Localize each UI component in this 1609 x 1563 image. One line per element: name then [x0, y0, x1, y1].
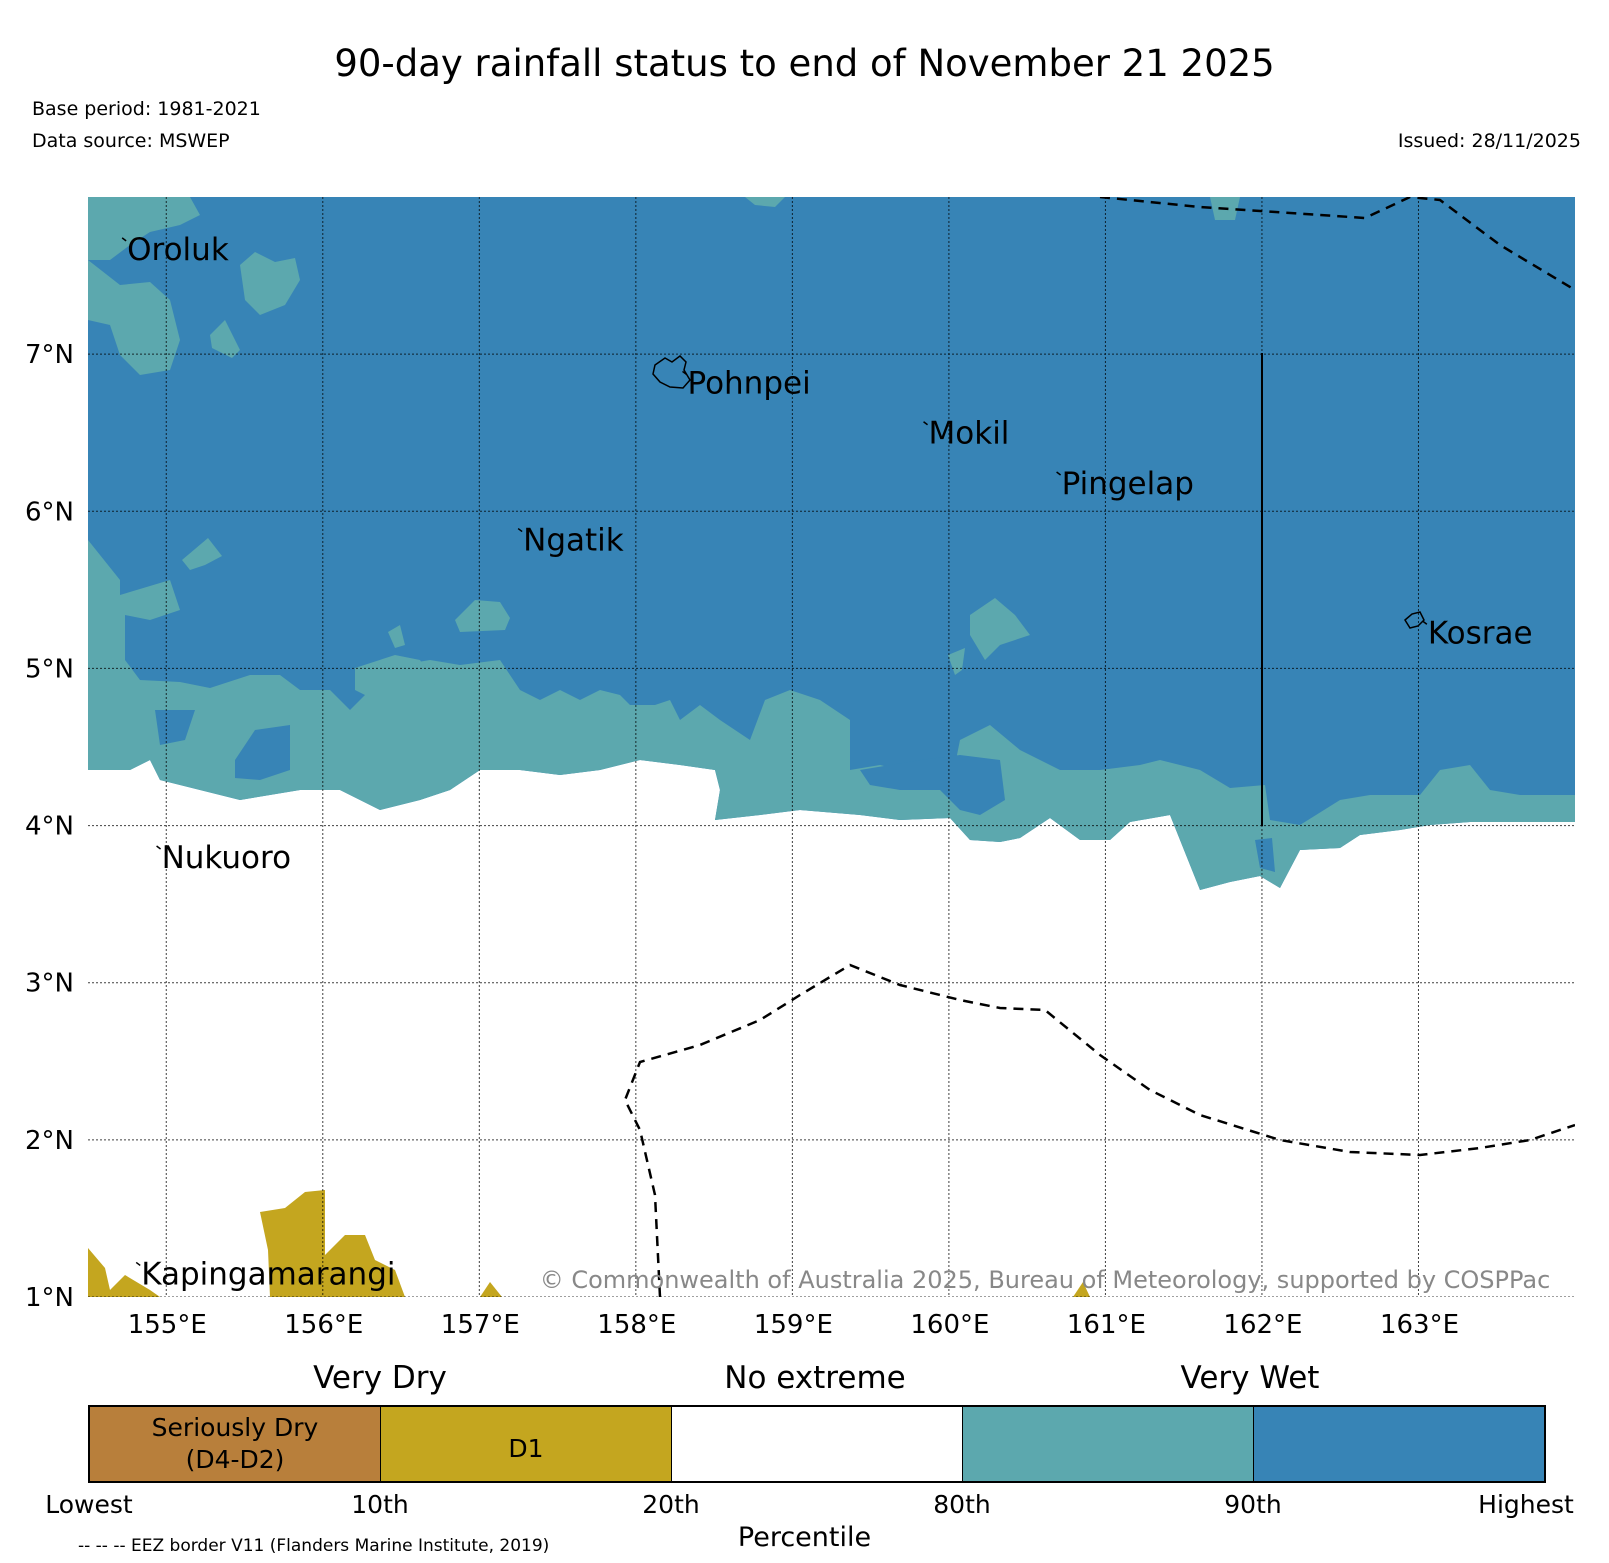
data-source: Data source: MSWEP: [32, 130, 230, 152]
wet-band-region: [388, 625, 405, 648]
island-marker: [156, 845, 162, 850]
island-marker: [1056, 471, 1062, 476]
place-label: Oroluk: [127, 232, 229, 268]
longitude-tick-label: 162°E: [1223, 1310, 1302, 1340]
no-extreme-region: [88, 760, 1575, 1297]
very-wet-patch: [235, 725, 290, 780]
percentile-label: Highest: [1478, 1490, 1574, 1519]
percentile-label: 80th: [933, 1490, 991, 1519]
wet-band-region: [745, 197, 785, 207]
legend-very-dry: Very Dry: [313, 1360, 447, 1396]
island-marker: [517, 527, 523, 533]
longitude-tick-label: 155°E: [128, 1310, 207, 1340]
eez-note: -- -- -- EEZ border V11 (Flanders Marine…: [78, 1536, 550, 1556]
percentile-axis-title: Percentile: [737, 1522, 872, 1553]
issued-date: Issued: 28/11/2025: [1397, 130, 1581, 152]
legend-d1: D1: [381, 1407, 672, 1481]
very-wet-patch: [860, 755, 1005, 815]
longitude-tick-label: 161°E: [1067, 1310, 1146, 1340]
wet-band-region: [240, 252, 300, 315]
wet-band-region: [355, 655, 435, 705]
longitude-tick-label: 158°E: [597, 1310, 676, 1340]
legend-d1-label: D1: [508, 1434, 544, 1463]
latitude-tick-label: 5°N: [25, 654, 74, 684]
place-label: Pohnpei: [687, 365, 810, 401]
latitude-tick-label: 7°N: [25, 340, 74, 370]
latitude-tick-label: 1°N: [25, 1283, 74, 1313]
wet-band-region: [88, 260, 180, 375]
wet-band-region: [970, 598, 1030, 660]
latitude-tick-label: 3°N: [25, 969, 74, 999]
legend-seriously-dry-range: (D4-D2): [185, 1445, 285, 1474]
wet-band-region: [455, 600, 510, 632]
legend-very-wet-swatch: [1254, 1407, 1544, 1481]
wet-band-region: [182, 538, 222, 570]
place-label: Ngatik: [523, 523, 624, 559]
longitude-tick-label: 160°E: [910, 1310, 989, 1340]
legend-wet-swatch: [963, 1407, 1254, 1481]
percentile-label: 90th: [1224, 1490, 1282, 1519]
pohnpei-island: [652, 355, 691, 389]
latitude-tick-label: 4°N: [25, 812, 74, 842]
wet-band-region: [88, 197, 200, 260]
island-marker: [121, 237, 127, 242]
very-wet-patch: [155, 710, 195, 745]
map-title: 90-day rainfall status to end of Novembe…: [334, 42, 1275, 85]
percentile-label: Lowest: [45, 1490, 133, 1519]
wet-band-region: [88, 540, 1575, 890]
base-period: Base period: 1981-2021: [32, 98, 261, 120]
island-marker: [923, 421, 928, 426]
place-label: Nukuoro: [162, 840, 291, 876]
longitude-tick-label: 163°E: [1380, 1310, 1459, 1340]
percentile-label: 10th: [351, 1490, 409, 1519]
percentile-label: 20th: [642, 1490, 700, 1519]
legend-seriously-dry: Seriously Dry (D4-D2): [90, 1407, 381, 1481]
d1-dry-region: [260, 1190, 405, 1297]
very-wet-patch: [1255, 838, 1275, 872]
d1-dry-region: [480, 1282, 502, 1297]
legend-no-extreme-swatch: [672, 1407, 963, 1481]
longitude-tick-label: 156°E: [284, 1310, 363, 1340]
place-label: Kosrae: [1428, 615, 1533, 651]
legend-no-extreme: No extreme: [724, 1360, 906, 1396]
longitude-tick-label: 157°E: [441, 1310, 520, 1340]
latitude-tick-label: 2°N: [25, 1126, 74, 1156]
copyright-notice: © Commonwealth of Australia 2025, Bureau…: [540, 1266, 1551, 1294]
place-label: Kapingamarangi: [141, 1256, 395, 1292]
island-marker: [135, 1261, 141, 1267]
legend-seriously-dry-label: Seriously Dry: [151, 1413, 319, 1442]
island-marker: [1422, 620, 1428, 625]
latitude-tick-label: 6°N: [25, 497, 74, 527]
legend-bar: Seriously Dry (D4-D2) D1: [88, 1405, 1546, 1483]
longitude-tick-label: 159°E: [754, 1310, 833, 1340]
eez-border: [623, 963, 1575, 1297]
place-label: Mokil: [929, 416, 1010, 452]
d1-dry-region: [88, 1248, 160, 1297]
legend-very-wet: Very Wet: [1180, 1360, 1320, 1396]
island-marker: [682, 370, 687, 376]
wet-band-region: [210, 320, 240, 358]
d1-dry-region: [1073, 1282, 1090, 1297]
kosrae-island: [1404, 611, 1425, 629]
place-label: Pingelap: [1062, 466, 1194, 502]
